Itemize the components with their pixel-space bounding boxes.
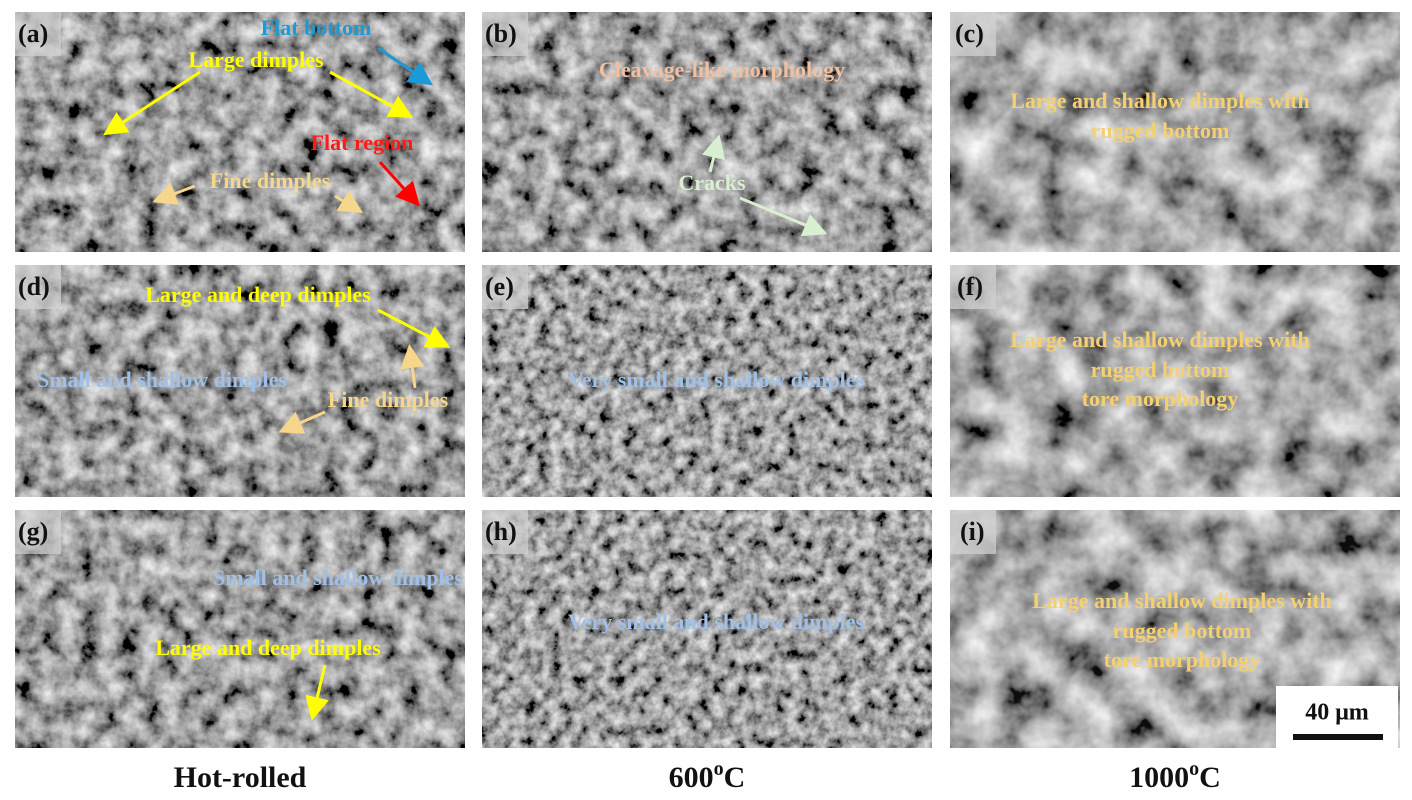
sem-image (482, 265, 932, 497)
annotation: Cracks (678, 170, 746, 195)
annotation: rugged bottom (1091, 357, 1230, 382)
annotation: Fine dimples (210, 168, 331, 193)
arrow (378, 160, 421, 207)
arrow (305, 664, 329, 721)
caption-value: 1000 (1129, 761, 1189, 794)
annotation: Small and shallow dimples (213, 565, 463, 590)
annotation: Large and deep dimples (145, 282, 371, 307)
label-box (950, 12, 996, 56)
label-box (15, 265, 61, 309)
panel-label: (a) (18, 19, 48, 48)
panel-label: (c) (955, 19, 984, 48)
panel-label: (i) (960, 517, 985, 546)
panel-label: (g) (18, 517, 48, 546)
sem-image (950, 12, 1400, 252)
annotation: Large and shallow dimples with (1010, 327, 1310, 352)
annotation: Flat bottom (261, 15, 372, 40)
caption-sup: o (1189, 758, 1199, 780)
label-box (15, 12, 61, 56)
panel-images (15, 12, 1400, 748)
annotation: Fine dimples (328, 387, 449, 412)
annotation: tore morphology (1082, 386, 1239, 411)
label-box (15, 510, 61, 554)
caption-value: 600 (669, 761, 714, 794)
annotation: rugged bottom (1113, 618, 1252, 643)
arrows (102, 46, 828, 721)
arrow (377, 46, 433, 86)
arrow (377, 308, 451, 348)
annotation: Flat region (311, 130, 414, 155)
column-caption: 600oC (669, 758, 746, 794)
annotation: rugged bottom (1091, 118, 1230, 143)
annotation: Large and shallow dimples with (1032, 588, 1332, 613)
arrow (152, 182, 196, 205)
annotation: Small and shallow dimples (37, 367, 287, 392)
panel-label: (f) (957, 272, 983, 301)
sem-image (482, 12, 932, 252)
annotation: Large dimples (188, 47, 323, 72)
label-box (950, 265, 996, 309)
arrow (701, 134, 726, 173)
panel-label: (b) (485, 19, 517, 48)
caption-sup: o (714, 758, 724, 780)
arrow (400, 344, 425, 389)
label-boxes (15, 12, 996, 554)
arrow (278, 410, 326, 434)
column-caption: Hot-rolled (174, 761, 307, 794)
annotation: Cleavage-like morphology (599, 57, 845, 82)
panel-label: (h) (485, 517, 517, 546)
annotation: tore morphology (1104, 647, 1261, 672)
annotation: Very small and shallow dimples (568, 609, 865, 634)
sem-image (15, 265, 465, 497)
annotation: Very small and shallow dimples (568, 367, 865, 392)
column-caption: 1000oC (1129, 758, 1221, 794)
panel-label: (d) (18, 272, 50, 301)
arrow (334, 190, 364, 214)
sem-image (15, 12, 465, 252)
annotation: Large and shallow dimples with (1010, 88, 1310, 113)
label-box (482, 510, 528, 554)
annotation: Large and deep dimples (155, 635, 381, 660)
scale-bar (1293, 734, 1383, 740)
arrow (102, 70, 201, 136)
arrow (739, 196, 828, 237)
sem-image (950, 265, 1400, 497)
label-box (950, 510, 996, 554)
arrow (329, 70, 414, 118)
scale-bar-label: 40 μm (1305, 700, 1369, 726)
sem-image (15, 510, 465, 748)
caption-unit: C (724, 761, 746, 794)
caption-unit: C (1199, 761, 1221, 794)
label-box (482, 265, 528, 309)
panel-label: (e) (485, 272, 514, 301)
label-box (482, 12, 528, 56)
sem-image (482, 510, 932, 748)
